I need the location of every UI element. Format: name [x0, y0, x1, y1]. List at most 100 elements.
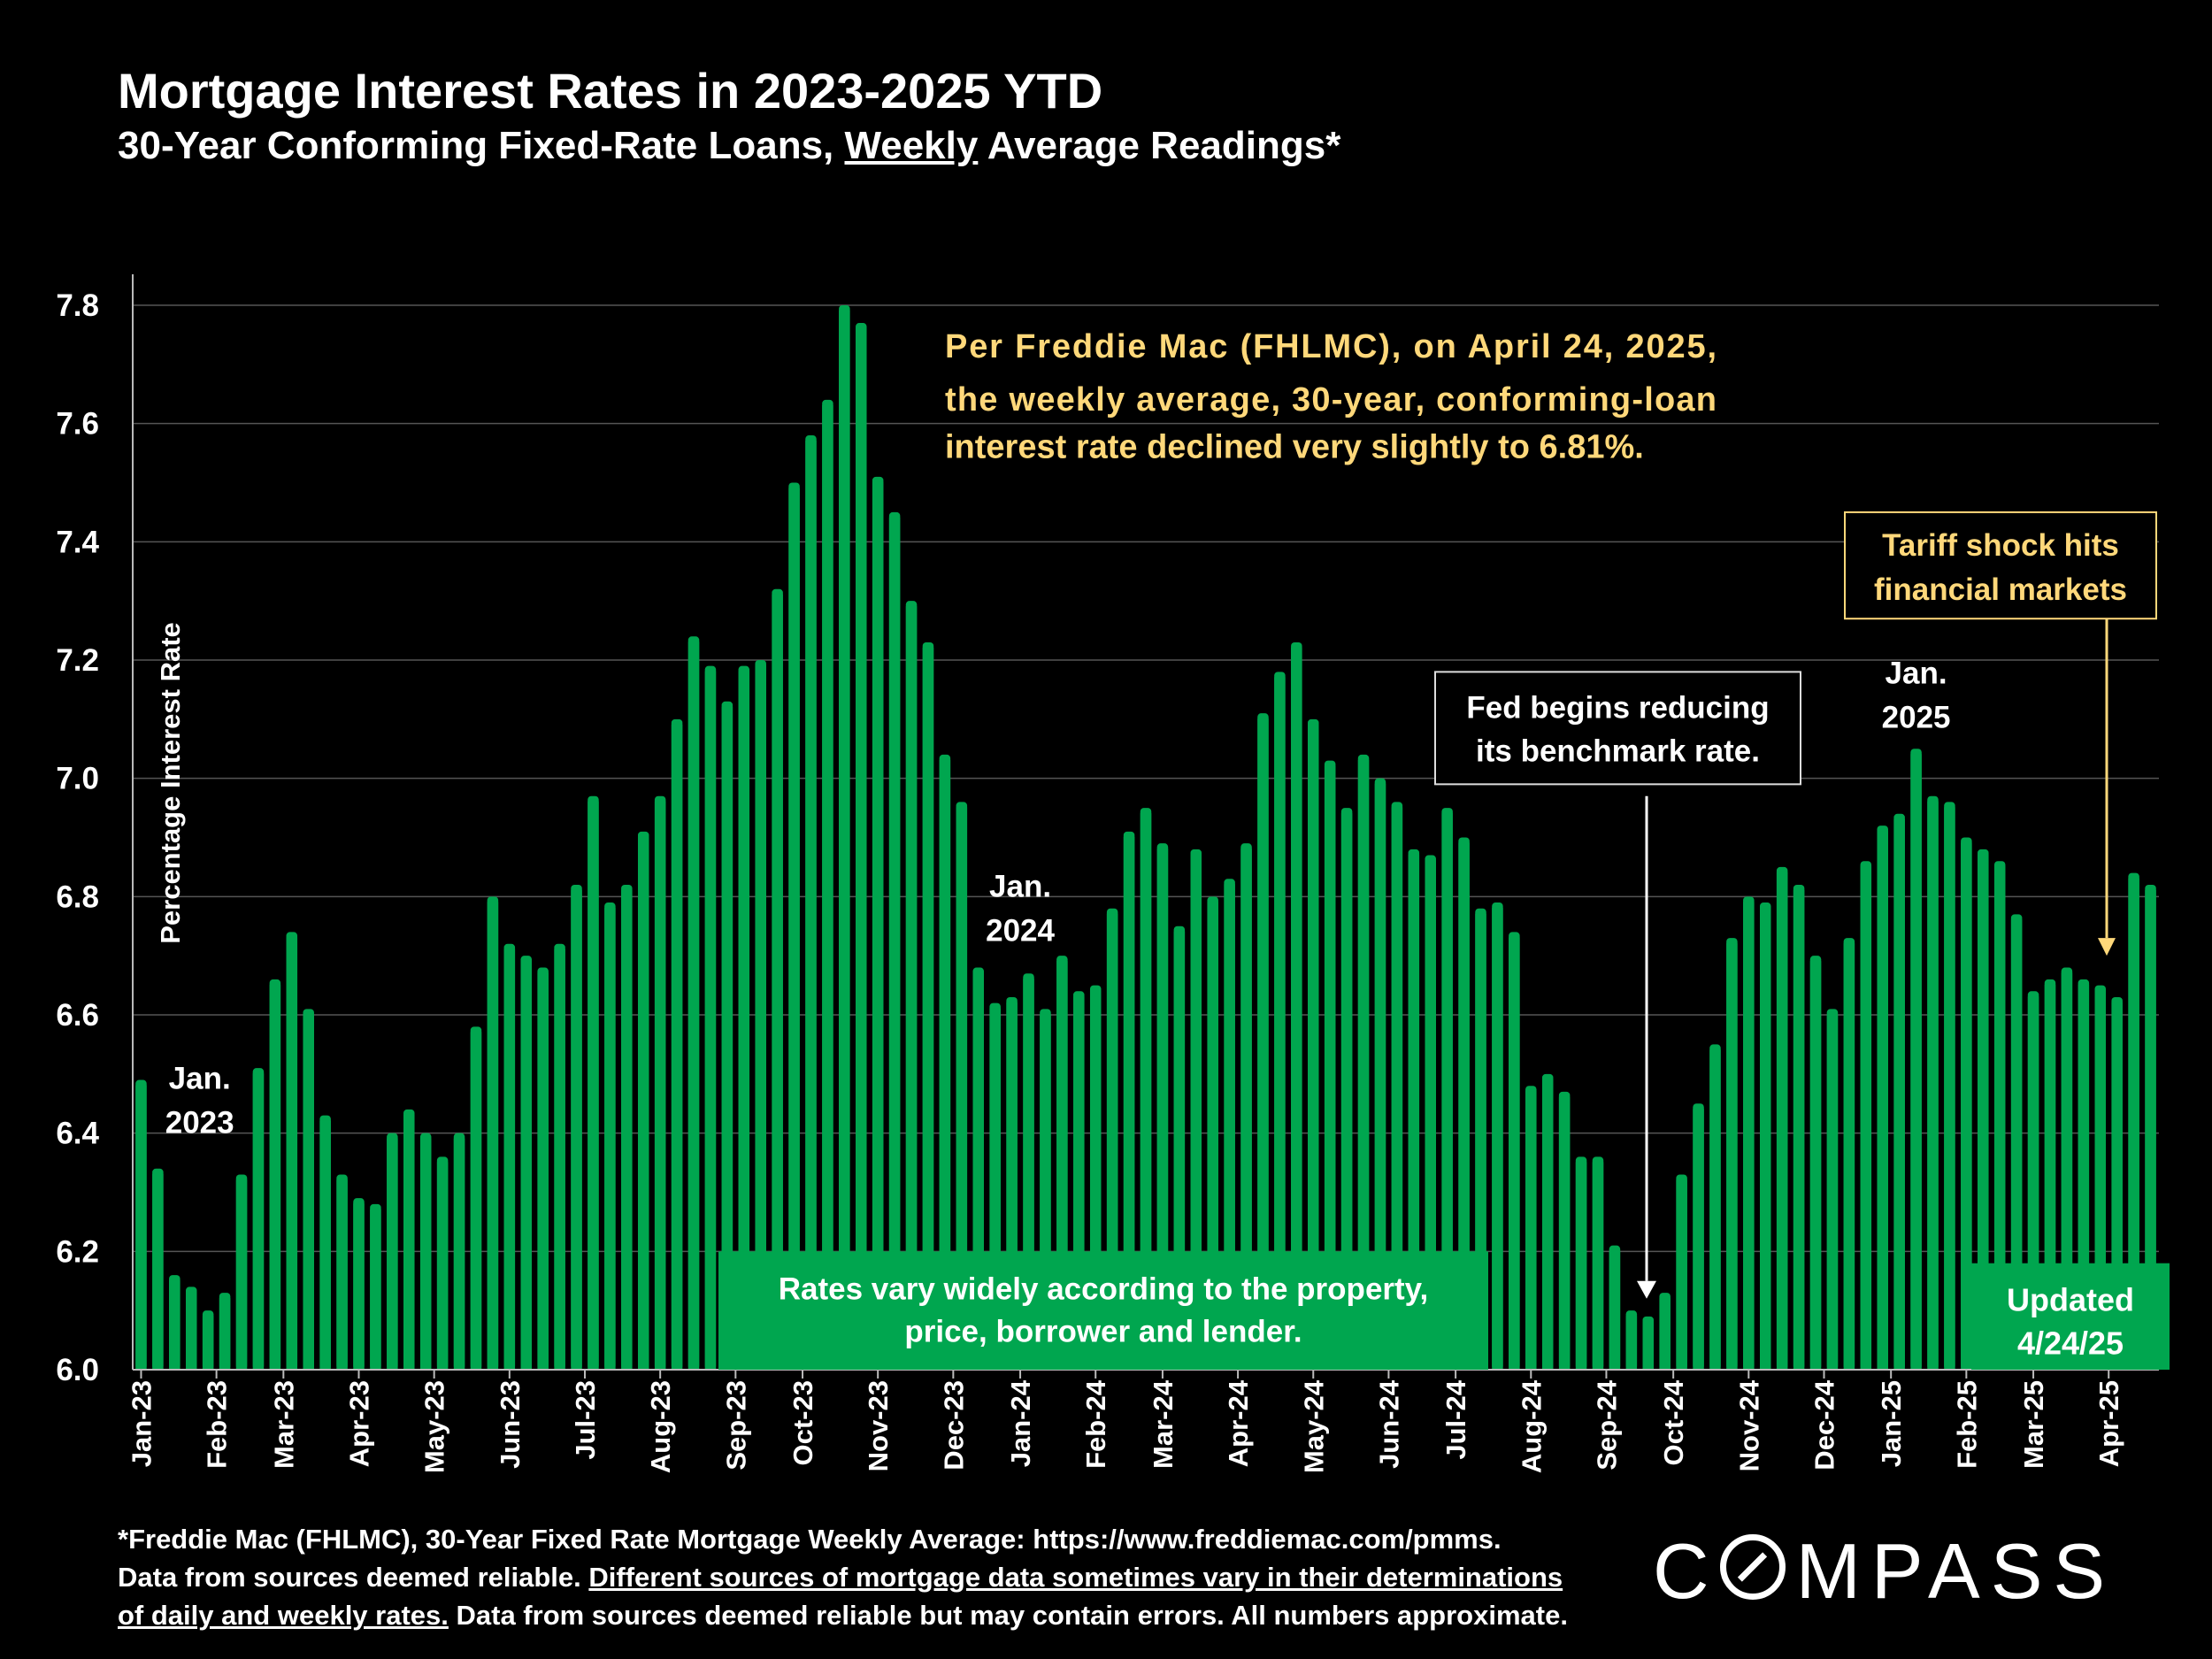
- x-tick-label: Jun-24: [1373, 1379, 1404, 1469]
- bar-base: [1927, 801, 1939, 1370]
- bar-base: [1274, 677, 1286, 1370]
- y-tick-label: 6.8: [56, 879, 99, 914]
- bar-base: [1793, 889, 1805, 1370]
- x-tick-label: Mar-25: [2018, 1380, 2049, 1469]
- bar-base: [872, 481, 884, 1370]
- y-tick-label: 7.4: [56, 525, 99, 559]
- bar-base: [419, 1138, 432, 1370]
- x-tick-label: Jan-25: [1876, 1380, 1907, 1467]
- bar-base: [856, 328, 867, 1370]
- bar-base: [822, 404, 833, 1370]
- bar-base: [1156, 849, 1169, 1370]
- bar-base: [1374, 783, 1386, 1370]
- bar-base: [704, 671, 717, 1370]
- chart-title: Mortgage Interest Rates in 2023-2025 YTD: [118, 63, 1103, 119]
- tariff-note-line: financial markets: [1874, 572, 2127, 607]
- bar-base: [888, 517, 901, 1370]
- bar-base: [772, 594, 783, 1370]
- freddie-note-line: the weekly average, 30-year, conforming-…: [945, 381, 1717, 419]
- x-tick-label: Mar-24: [1148, 1379, 1179, 1469]
- bar-base: [1240, 849, 1252, 1370]
- subtitle-weekly: Weekly: [844, 124, 979, 167]
- x-tick-label: Feb-25: [1951, 1380, 1982, 1469]
- bar-base: [1492, 908, 1503, 1370]
- bar-base: [687, 641, 700, 1370]
- bar-base: [1558, 1096, 1571, 1370]
- fed-note-line: its benchmark rate.: [1476, 733, 1760, 768]
- bar-base: [537, 972, 549, 1370]
- compass-logo: C MPASS: [1653, 1526, 2116, 1617]
- updated-line: Updated: [2007, 1282, 2134, 1318]
- bar-base: [1458, 842, 1470, 1370]
- bar-base: [1877, 831, 1888, 1370]
- bar-base: [303, 1014, 314, 1370]
- bar-base: [1961, 842, 1972, 1370]
- bar-base: [436, 1162, 449, 1370]
- bar-base: [135, 1085, 147, 1370]
- bar-base: [637, 836, 649, 1370]
- y-tick-label: 6.2: [56, 1234, 99, 1269]
- bar-base: [1324, 765, 1336, 1370]
- bar-base: [1123, 836, 1135, 1370]
- x-tick-label: Oct-23: [787, 1380, 818, 1465]
- x-tick-label: Apr-25: [2093, 1380, 2124, 1467]
- bar-base: [1609, 1250, 1621, 1370]
- year-marker-label: Jan.: [989, 869, 1051, 903]
- y-tick-label: 7.2: [56, 643, 99, 678]
- bar-base: [1224, 884, 1235, 1370]
- bar-base: [1760, 908, 1771, 1370]
- bar-base: [1525, 1091, 1537, 1370]
- logo-text-start: C: [1653, 1527, 1720, 1615]
- bar-base: [956, 807, 968, 1370]
- bar-base: [604, 908, 616, 1370]
- bar-base: [788, 488, 800, 1370]
- bar-base: [286, 937, 298, 1370]
- y-tick-label: 7.8: [56, 288, 99, 323]
- x-tick-label: Nov-23: [863, 1380, 894, 1471]
- x-tick-label: Oct-24: [1658, 1379, 1689, 1465]
- bar-base: [403, 1114, 415, 1370]
- footnote-line2b: Different sources of mortgage data somet…: [588, 1562, 1563, 1593]
- tariff-arrow-head-icon: [2098, 938, 2116, 956]
- x-tick-label: Dec-24: [1809, 1379, 1839, 1470]
- x-tick-label: Jan-23: [126, 1380, 157, 1467]
- bar-base: [1308, 724, 1319, 1370]
- x-tick-label: Jan-24: [1005, 1379, 1036, 1467]
- annotations: Jan. 2023 Jan. 2024 Jan. 2025 Per Freddie Mac …: [165, 328, 2170, 1370]
- bar-base: [336, 1179, 348, 1370]
- bar-base: [805, 441, 817, 1370]
- subtitle-text-b: Average Readings*: [978, 124, 1341, 167]
- x-tick-label: Jul-23: [570, 1380, 601, 1460]
- bar-base: [839, 311, 850, 1370]
- bar-base: [319, 1120, 331, 1370]
- bar-base: [1860, 866, 1872, 1370]
- y-tick-label: 6.6: [56, 998, 99, 1033]
- bar-base: [2145, 889, 2156, 1370]
- bar-base: [1709, 1049, 1721, 1370]
- bar-base: [1425, 860, 1436, 1370]
- bar-base: [2128, 878, 2139, 1370]
- bar-base: [1575, 1162, 1587, 1370]
- bar-base: [269, 984, 281, 1370]
- year-marker-label: 2023: [165, 1106, 234, 1141]
- bar-base: [1140, 813, 1152, 1370]
- bar-base: [453, 1138, 465, 1370]
- bar-base: [370, 1209, 381, 1370]
- axis-labels: 6.0 6.2 6.4 6.6 6.8 7.0 7.2 7.4 7.6 7.8 Jan-23 Feb-…: [56, 288, 2124, 1473]
- bar-base: [1291, 647, 1302, 1370]
- bar-base: [1726, 943, 1738, 1370]
- freddie-note-line: interest rate declined very slightly to …: [945, 428, 1644, 465]
- y-tick-label: 6.0: [56, 1353, 99, 1387]
- updated-box: [1971, 1263, 2170, 1370]
- bar-base: [353, 1203, 365, 1370]
- bar-base: [1441, 813, 1453, 1370]
- bar-base: [1978, 854, 1989, 1370]
- chart-subtitle: 30-Year Conforming Fixed-Rate Loans, Wee…: [118, 124, 1340, 168]
- bar-base: [1993, 866, 2006, 1370]
- footnote-line2a: Data from sources deemed reliable.: [118, 1562, 589, 1593]
- bar-base: [1541, 1079, 1554, 1370]
- bar-base: [487, 902, 499, 1370]
- bar-base: [1340, 813, 1353, 1370]
- year-marker-label: Jan.: [169, 1062, 231, 1096]
